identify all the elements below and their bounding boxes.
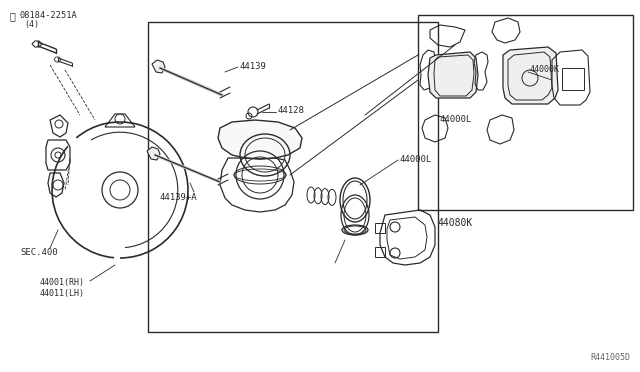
Polygon shape	[218, 120, 302, 159]
Bar	[148, 22, 438, 332]
Text: SEC.400: SEC.400	[20, 248, 58, 257]
Text: 44000L: 44000L	[440, 115, 472, 124]
Text: 44011(LH): 44011(LH)	[40, 289, 85, 298]
Polygon shape	[152, 60, 165, 73]
Text: 44000L: 44000L	[400, 155, 432, 164]
Bar	[418, 15, 633, 210]
Text: Ⓑ: Ⓑ	[10, 11, 16, 21]
Text: 44080K: 44080K	[437, 218, 472, 228]
Text: R441005D: R441005D	[590, 353, 630, 362]
Polygon shape	[147, 147, 160, 160]
Polygon shape	[428, 52, 478, 98]
Text: 44122: 44122	[0, 371, 1, 372]
Text: 44139+A: 44139+A	[160, 193, 198, 202]
Polygon shape	[503, 47, 558, 104]
Text: 44128: 44128	[278, 106, 305, 115]
Text: 44139: 44139	[240, 62, 267, 71]
Text: 44000K: 44000K	[530, 65, 560, 74]
Bar	[562, 68, 584, 90]
Text: 08184-2251A: 08184-2251A	[19, 11, 77, 20]
Text: (4): (4)	[24, 20, 39, 29]
Text: 44001(RH): 44001(RH)	[40, 278, 85, 287]
